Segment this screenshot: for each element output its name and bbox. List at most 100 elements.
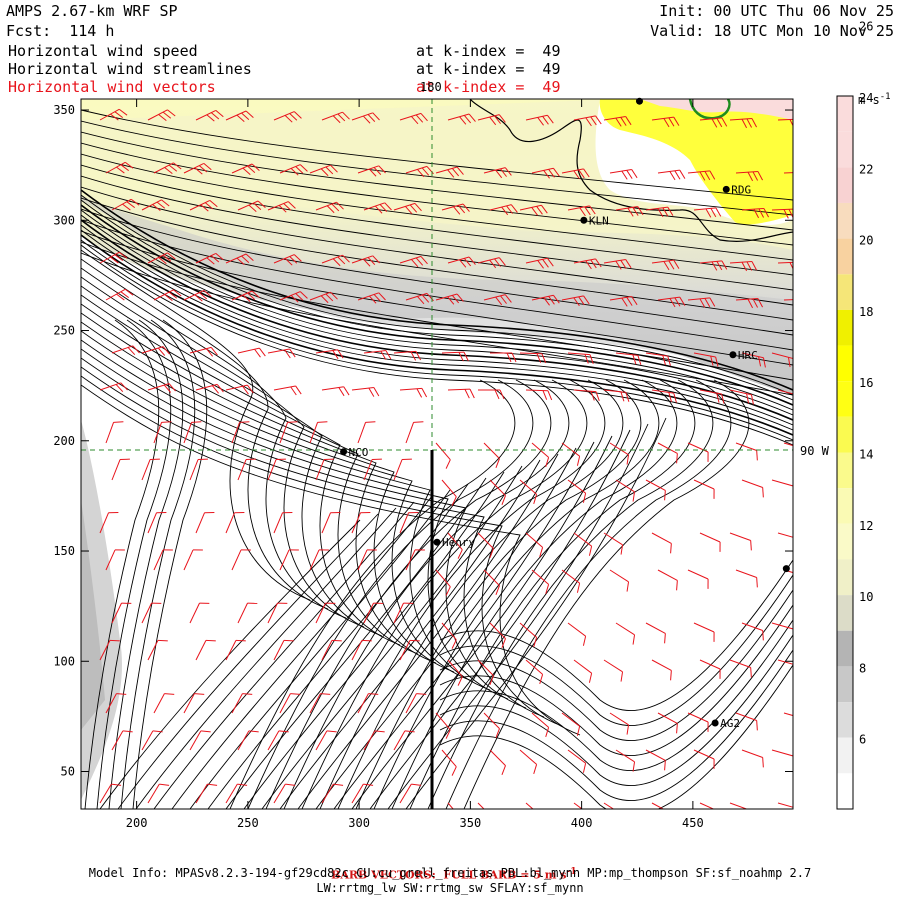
barb-note-text: BARB VECTORS: FULL BARB = 5 m s xyxy=(331,868,567,882)
streamline xyxy=(81,204,793,406)
wind-barb xyxy=(357,165,386,177)
wind-barb xyxy=(99,512,119,534)
wind-barb xyxy=(309,421,328,444)
wind-barb xyxy=(363,602,384,624)
streamline xyxy=(229,379,516,809)
streamline xyxy=(439,619,793,772)
streamline xyxy=(261,465,523,809)
wind-barb xyxy=(609,169,638,180)
wind-barb xyxy=(651,802,672,809)
wind-barb xyxy=(567,749,587,773)
y-tick-label: 150 xyxy=(53,544,75,558)
init-time: Init: 00 UTC Thu 06 Nov 25 xyxy=(659,2,894,20)
wind-barb xyxy=(363,202,392,214)
wind-barb xyxy=(651,116,680,128)
colorbar-frame xyxy=(836,95,854,810)
wind-barb xyxy=(693,479,715,499)
wind-barb xyxy=(99,382,128,393)
x-tick-label: 200 xyxy=(126,816,148,830)
colorbar-unit: m s-1 xyxy=(858,92,891,107)
streamline xyxy=(373,379,660,809)
wind-barb xyxy=(687,297,716,308)
wind-barb xyxy=(441,479,457,506)
wind-barb xyxy=(477,802,494,809)
wind-barb xyxy=(783,171,793,174)
wind-barb xyxy=(525,257,554,269)
wind-barb xyxy=(657,712,678,734)
streamline xyxy=(81,142,793,246)
wind-barb xyxy=(111,602,132,624)
streamline xyxy=(439,559,793,712)
station-marker xyxy=(722,185,730,193)
station-label: HRC xyxy=(738,349,758,362)
wind-barb xyxy=(525,114,554,126)
streamline xyxy=(153,501,415,809)
wind-barb xyxy=(519,352,547,364)
barb-note-exp: -1 xyxy=(566,866,577,877)
wind-barb xyxy=(477,659,494,685)
wind-barb xyxy=(771,749,793,766)
wind-barb xyxy=(729,532,752,551)
wind-barb xyxy=(111,345,140,356)
streamline xyxy=(108,319,184,809)
wind-barb xyxy=(267,730,289,751)
streamline xyxy=(81,199,793,401)
wind-barb xyxy=(237,458,256,481)
wind-barb xyxy=(771,479,793,496)
colorbar-swatch xyxy=(837,167,853,203)
y-tick-label: 200 xyxy=(53,434,75,448)
y-tick-label: 350 xyxy=(53,103,75,117)
x-tick-label: 300 xyxy=(348,816,370,830)
wind-barb xyxy=(273,385,302,396)
streamline xyxy=(81,209,793,411)
streamline xyxy=(81,186,793,306)
meridian-label: 180 xyxy=(420,80,442,94)
streamline xyxy=(265,379,552,809)
wind-barb xyxy=(687,712,709,732)
wind-barb xyxy=(693,622,715,642)
wind-barb xyxy=(405,165,434,178)
streamline xyxy=(81,252,793,396)
wind-barb xyxy=(603,532,624,555)
wind-barb xyxy=(645,206,674,218)
streamline xyxy=(337,379,624,809)
colorbar-swatch xyxy=(837,96,853,132)
wind-barb xyxy=(321,783,344,804)
wind-barb xyxy=(105,421,124,444)
wind-barb xyxy=(699,802,721,809)
wind-barb xyxy=(525,802,543,809)
wind-barb xyxy=(279,164,308,176)
streamline xyxy=(81,258,329,610)
wind-barb xyxy=(363,458,382,481)
y-tick-label: 50 xyxy=(61,765,75,779)
wind-barb xyxy=(405,421,424,444)
wind-barb xyxy=(447,388,475,399)
wind-barb xyxy=(603,389,630,402)
wind-barb xyxy=(315,730,337,751)
wind-barb xyxy=(399,783,422,804)
colorbar-label: 16 xyxy=(859,376,873,390)
station-label: NCO xyxy=(349,446,369,459)
wind-barb xyxy=(435,712,451,739)
wind-barb xyxy=(111,730,133,751)
station-label: KLN xyxy=(589,214,609,227)
colorbar-label: 24 xyxy=(859,91,873,105)
wind-barb xyxy=(657,169,686,181)
wind-barb xyxy=(153,421,172,444)
wind-barb xyxy=(447,532,463,559)
streamline xyxy=(445,379,732,809)
streamline xyxy=(132,319,208,809)
wind-barb xyxy=(309,693,331,714)
wind-barb xyxy=(483,167,512,179)
wind-barb xyxy=(483,712,500,738)
wind-barb xyxy=(645,479,666,501)
wind-barb xyxy=(399,387,428,398)
wind-barb xyxy=(183,289,212,302)
wind-barb xyxy=(741,207,770,219)
wind-barb xyxy=(399,512,419,534)
colorbar-swatch xyxy=(837,345,853,382)
parallel-label: 90 W xyxy=(800,444,830,458)
colorbar-swatch xyxy=(837,381,853,417)
wind-barb xyxy=(687,569,709,589)
